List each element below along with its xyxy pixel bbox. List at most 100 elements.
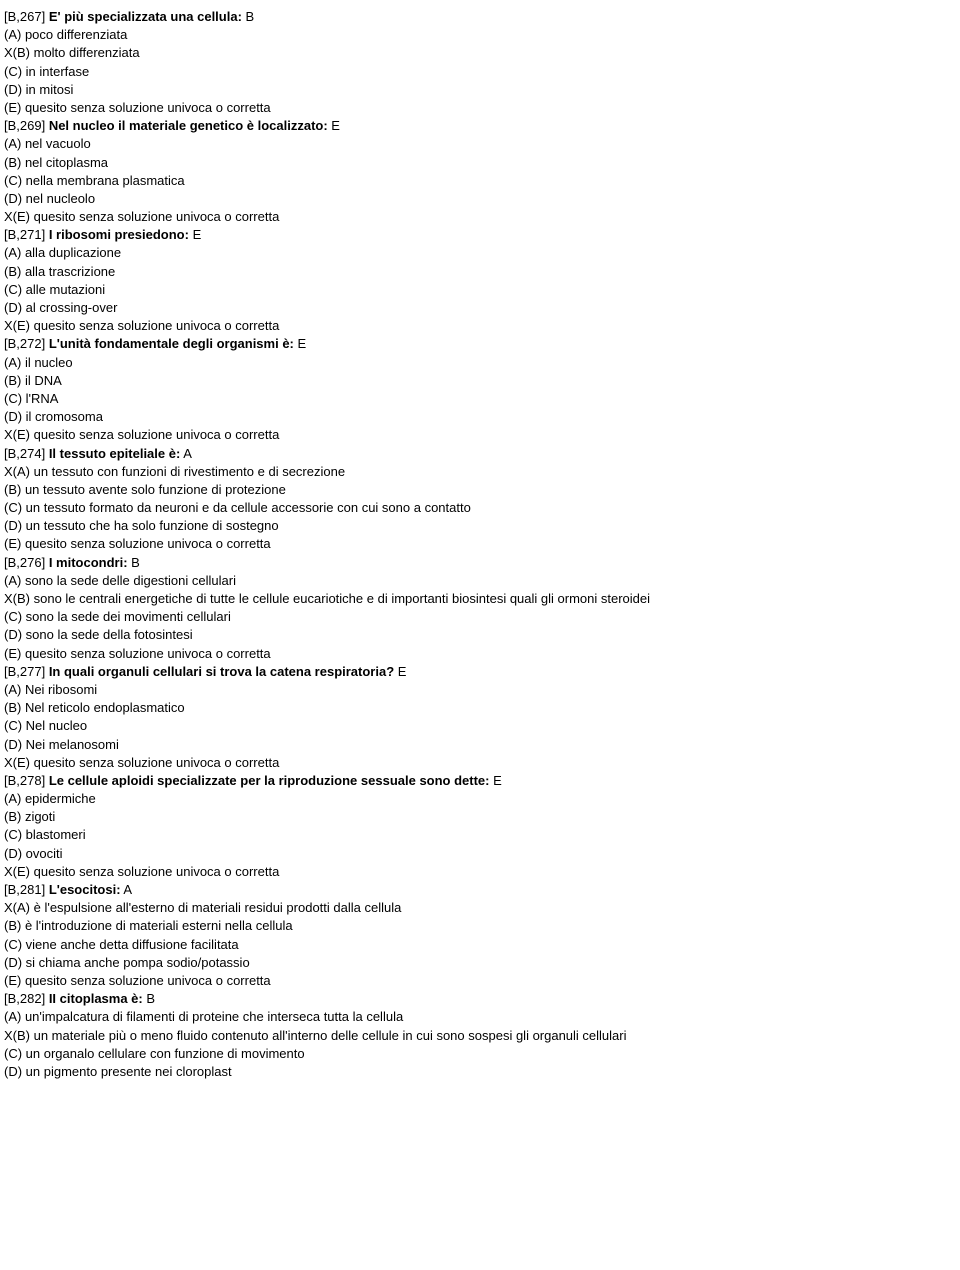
question-block: [B,282] II citoplasma è: B(A) un'impalca… xyxy=(4,990,956,1081)
option: (B) il DNA xyxy=(4,372,956,390)
option: (E) quesito senza soluzione univoca o co… xyxy=(4,99,956,117)
question-id: [B,281] xyxy=(4,882,45,897)
question-id: [B,274] xyxy=(4,446,45,461)
question-id: [B,269] xyxy=(4,118,45,133)
question-block: [B,272] L'unità fondamentale degli organ… xyxy=(4,335,956,444)
option: X(B) molto differenziata xyxy=(4,44,956,62)
question-text: In quali organuli cellulari si trova la … xyxy=(45,664,394,679)
question-block: [B,281] L'esocitosi: AX(A) è l'espulsion… xyxy=(4,881,956,990)
option: (D) Nei melanosomi xyxy=(4,736,956,754)
answer-letter: E xyxy=(328,118,340,133)
option: (E) quesito senza soluzione univoca o co… xyxy=(4,645,956,663)
question-block: [B,277] In quali organuli cellulari si t… xyxy=(4,663,956,772)
option: (C) sono la sede dei movimenti cellulari xyxy=(4,608,956,626)
question-text: Nel nucleo il materiale genetico è local… xyxy=(45,118,327,133)
question-header: [B,277] In quali organuli cellulari si t… xyxy=(4,663,956,681)
option: X(E) quesito senza soluzione univoca o c… xyxy=(4,426,956,444)
question-text: E' più specializzata una cellula: xyxy=(45,9,242,24)
option: X(A) un tessuto con funzioni di rivestim… xyxy=(4,463,956,481)
question-block: [B,274] Il tessuto epiteliale è: AX(A) u… xyxy=(4,445,956,554)
option: (D) in mitosi xyxy=(4,81,956,99)
question-header: [B,282] II citoplasma è: B xyxy=(4,990,956,1008)
answer-letter: E xyxy=(490,773,502,788)
option: X(B) sono le centrali energetiche di tut… xyxy=(4,590,956,608)
option: (C) un organalo cellulare con funzione d… xyxy=(4,1045,956,1063)
option: (A) il nucleo xyxy=(4,354,956,372)
option: X(E) quesito senza soluzione univoca o c… xyxy=(4,208,956,226)
option: (C) in interfase xyxy=(4,63,956,81)
option: (E) quesito senza soluzione univoca o co… xyxy=(4,535,956,553)
option: (B) è l'introduzione di materiali estern… xyxy=(4,917,956,935)
question-header: [B,274] Il tessuto epiteliale è: A xyxy=(4,445,956,463)
question-block: [B,276] I mitocondri: B(A) sono la sede … xyxy=(4,554,956,663)
questions-container: [B,267] E' più specializzata una cellula… xyxy=(4,8,956,1081)
question-header: [B,281] L'esocitosi: A xyxy=(4,881,956,899)
question-text: I mitocondri: xyxy=(45,555,127,570)
question-header: [B,267] E' più specializzata una cellula… xyxy=(4,8,956,26)
option: (A) alla duplicazione xyxy=(4,244,956,262)
question-header: [B,276] I mitocondri: B xyxy=(4,554,956,572)
option: (C) viene anche detta diffusione facilit… xyxy=(4,936,956,954)
question-id: [B,272] xyxy=(4,336,45,351)
answer-letter: E xyxy=(294,336,306,351)
question-header: [B,271] I ribosomi presiedono: E xyxy=(4,226,956,244)
option: X(E) quesito senza soluzione univoca o c… xyxy=(4,863,956,881)
question-block: [B,269] Nel nucleo il materiale genetico… xyxy=(4,117,956,226)
option: (A) sono la sede delle digestioni cellul… xyxy=(4,572,956,590)
option: (D) nel nucleolo xyxy=(4,190,956,208)
option: (D) ovociti xyxy=(4,845,956,863)
question-text: I ribosomi presiedono: xyxy=(45,227,189,242)
option: (C) Nel nucleo xyxy=(4,717,956,735)
option: (A) poco differenziata xyxy=(4,26,956,44)
question-header: [B,272] L'unità fondamentale degli organ… xyxy=(4,335,956,353)
option: (B) zigoti xyxy=(4,808,956,826)
question-id: [B,267] xyxy=(4,9,45,24)
question-text: Le cellule aploidi specializzate per la … xyxy=(45,773,489,788)
answer-letter: A xyxy=(180,446,192,461)
option: (D) un pigmento presente nei cloroplast xyxy=(4,1063,956,1081)
option: (C) l'RNA xyxy=(4,390,956,408)
option: (A) nel vacuolo xyxy=(4,135,956,153)
question-block: [B,267] E' più specializzata una cellula… xyxy=(4,8,956,117)
question-header: [B,269] Nel nucleo il materiale genetico… xyxy=(4,117,956,135)
option: (B) Nel reticolo endoplasmatico xyxy=(4,699,956,717)
answer-letter: E xyxy=(189,227,201,242)
option: (A) Nei ribosomi xyxy=(4,681,956,699)
option: (D) al crossing-over xyxy=(4,299,956,317)
option: (B) nel citoplasma xyxy=(4,154,956,172)
question-text: Il tessuto epiteliale è: xyxy=(45,446,180,461)
option: (C) alle mutazioni xyxy=(4,281,956,299)
option: (A) un'impalcatura di filamenti di prote… xyxy=(4,1008,956,1026)
option: X(A) è l'espulsione all'esterno di mater… xyxy=(4,899,956,917)
question-id: [B,276] xyxy=(4,555,45,570)
question-id: [B,282] xyxy=(4,991,45,1006)
option: X(E) quesito senza soluzione univoca o c… xyxy=(4,317,956,335)
option: (B) un tessuto avente solo funzione di p… xyxy=(4,481,956,499)
option: (C) nella membrana plasmatica xyxy=(4,172,956,190)
question-header: [B,278] Le cellule aploidi specializzate… xyxy=(4,772,956,790)
option: (C) un tessuto formato da neuroni e da c… xyxy=(4,499,956,517)
answer-letter: B xyxy=(128,555,140,570)
option: X(B) un materiale più o meno fluido cont… xyxy=(4,1027,956,1045)
option: (E) quesito senza soluzione univoca o co… xyxy=(4,972,956,990)
answer-letter: B xyxy=(143,991,155,1006)
option: (C) blastomeri xyxy=(4,826,956,844)
question-text: L'esocitosi: xyxy=(45,882,120,897)
option: (D) sono la sede della fotosintesi xyxy=(4,626,956,644)
option: (A) epidermiche xyxy=(4,790,956,808)
question-text: L'unità fondamentale degli organismi è: xyxy=(45,336,294,351)
option: (B) alla trascrizione xyxy=(4,263,956,281)
option: (D) un tessuto che ha solo funzione di s… xyxy=(4,517,956,535)
question-block: [B,278] Le cellule aploidi specializzate… xyxy=(4,772,956,881)
question-id: [B,277] xyxy=(4,664,45,679)
question-text: II citoplasma è: xyxy=(45,991,143,1006)
option: (D) si chiama anche pompa sodio/potassio xyxy=(4,954,956,972)
question-id: [B,278] xyxy=(4,773,45,788)
question-id: [B,271] xyxy=(4,227,45,242)
answer-letter: B xyxy=(242,9,254,24)
option: (D) il cromosoma xyxy=(4,408,956,426)
option: X(E) quesito senza soluzione univoca o c… xyxy=(4,754,956,772)
answer-letter: E xyxy=(394,664,406,679)
answer-letter: A xyxy=(121,882,133,897)
question-block: [B,271] I ribosomi presiedono: E(A) alla… xyxy=(4,226,956,335)
